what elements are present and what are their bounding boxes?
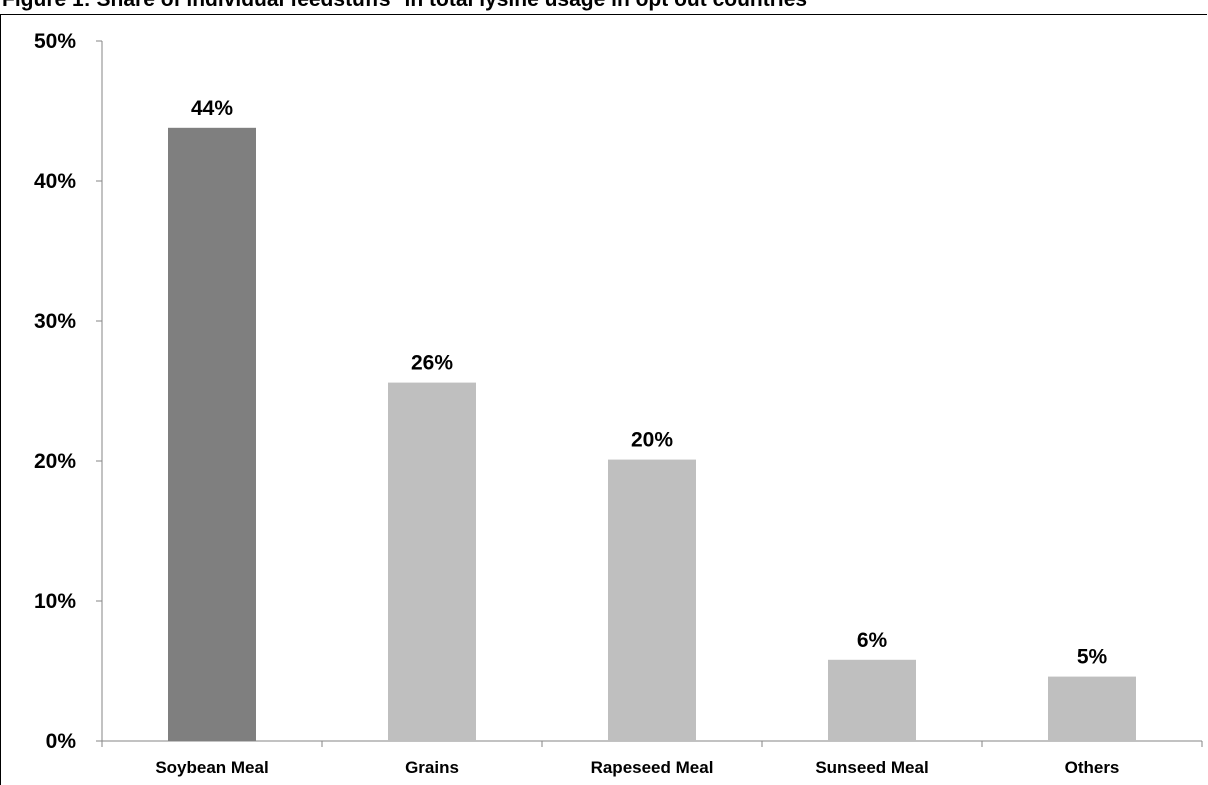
chart-title: Figure 1: Share of individual feedstuffs… xyxy=(2,0,1202,14)
chart-frame xyxy=(0,14,1207,785)
bar-rapeseed-meal xyxy=(608,459,696,741)
bar-grains xyxy=(388,382,476,741)
y-tick-label: 20% xyxy=(34,450,76,473)
y-tick-label: 10% xyxy=(34,590,76,613)
x-category-label: Rapeseed Meal xyxy=(591,758,714,777)
y-tick-label: 50% xyxy=(34,30,76,53)
y-tick-label: 30% xyxy=(34,310,76,333)
x-category-label: Others xyxy=(1065,758,1120,777)
y-tick-label: 0% xyxy=(46,730,77,753)
y-tick-label: 40% xyxy=(34,170,76,193)
x-category-label: Soybean Meal xyxy=(155,758,268,777)
bar-soybean-meal xyxy=(168,127,256,742)
data-label: 44% xyxy=(191,97,233,120)
data-label: 20% xyxy=(631,429,673,452)
data-label: 5% xyxy=(1077,646,1108,669)
bar-others xyxy=(1048,676,1136,741)
x-category-label: Sunseed Meal xyxy=(815,758,928,777)
data-label: 6% xyxy=(857,629,888,652)
bar-sunseed-meal xyxy=(828,659,916,741)
x-category-label: Grains xyxy=(405,758,459,777)
data-label: 26% xyxy=(411,352,453,375)
